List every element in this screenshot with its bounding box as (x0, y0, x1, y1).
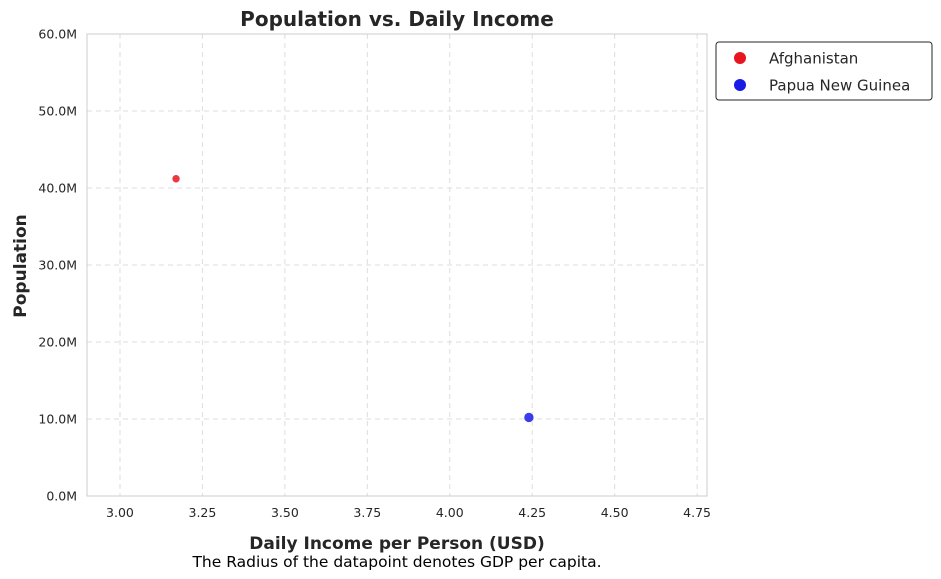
legend-box (715, 41, 933, 101)
legend-marker (734, 79, 746, 91)
x-tick-label: 4.75 (683, 505, 711, 520)
y-axis-ticks: 0.0M 10.0M 20.0M 30.0M 40.0M 50.0M 60.0M (38, 27, 77, 504)
y-axis-label: Population (11, 214, 31, 317)
data-points (171, 174, 535, 423)
y-tick-label: 60.0M (38, 27, 77, 42)
x-tick-label: 4.50 (601, 505, 629, 520)
x-tick-label: 3.25 (189, 505, 217, 520)
data-point (171, 174, 181, 184)
legend-label: Papua New Guinea (769, 77, 910, 95)
x-tick-label: 3.75 (353, 505, 381, 520)
chart-caption: The Radius of the datapoint denotes GDP … (191, 553, 601, 571)
chart-title: Population vs. Daily Income (240, 7, 554, 31)
x-tick-label: 4.00 (436, 505, 464, 520)
x-tick-label: 3.50 (271, 505, 299, 520)
y-tick-label: 40.0M (38, 181, 77, 196)
legend-marker (734, 52, 746, 64)
y-tick-label: 20.0M (38, 335, 77, 350)
grid-lines (87, 33, 707, 497)
x-tick-label: 3.00 (106, 505, 134, 520)
y-tick-label: 50.0M (38, 104, 77, 119)
data-point (523, 412, 535, 423)
x-axis-label: Daily Income per Person (USD) (249, 534, 544, 554)
y-tick-label: 0.0M (46, 489, 77, 504)
legend-label: Afghanistan (769, 50, 858, 68)
x-tick-label: 4.25 (518, 505, 546, 520)
plot-frame (86, 33, 708, 497)
y-tick-label: 30.0M (38, 258, 77, 273)
x-axis-ticks: 3.00 3.25 3.50 3.75 4.00 4.25 4.50 4.75 (106, 505, 711, 520)
y-tick-label: 10.0M (38, 412, 77, 427)
legend: Afghanistan Papua New Guinea (715, 41, 933, 101)
